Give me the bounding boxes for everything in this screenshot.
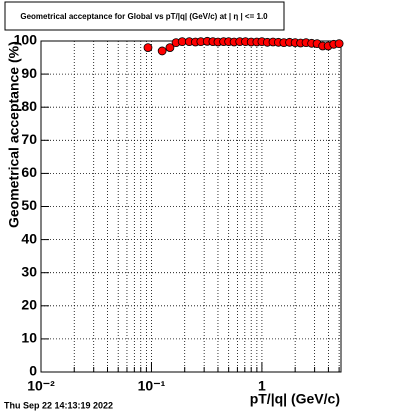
y-tick-label: 100 — [14, 32, 38, 48]
y-tick-label: 10 — [21, 330, 37, 346]
y-tick-label: 50 — [21, 197, 37, 213]
y-tick-label: 70 — [21, 131, 37, 147]
marker — [334, 39, 344, 49]
marker — [165, 43, 175, 53]
x-tick-label: 10⁻¹ — [138, 378, 166, 394]
y-tick-label: 80 — [21, 98, 37, 114]
title-box — [4, 1, 285, 31]
x-axis-label: pT/|q| (GeV/c) — [250, 391, 340, 407]
y-tick-label: 0 — [29, 363, 37, 379]
marker — [157, 46, 167, 56]
y-tick-label: 60 — [21, 164, 37, 180]
timestamp: Thu Sep 22 14:13:19 2022 — [4, 400, 113, 410]
x-tick-label: 1 — [258, 378, 266, 394]
y-tick-label: 20 — [21, 297, 37, 313]
chart-title: Geometrical acceptance for Global vs pT/… — [20, 12, 268, 21]
x-tick-label: 10⁻² — [27, 378, 55, 394]
y-tick-label: 40 — [21, 230, 37, 246]
y-tick-label: 90 — [21, 65, 37, 81]
marker — [143, 43, 153, 53]
y-tick-label: 30 — [21, 263, 37, 279]
y-axis-label: Geometrical acceptance (%) — [6, 41, 22, 228]
